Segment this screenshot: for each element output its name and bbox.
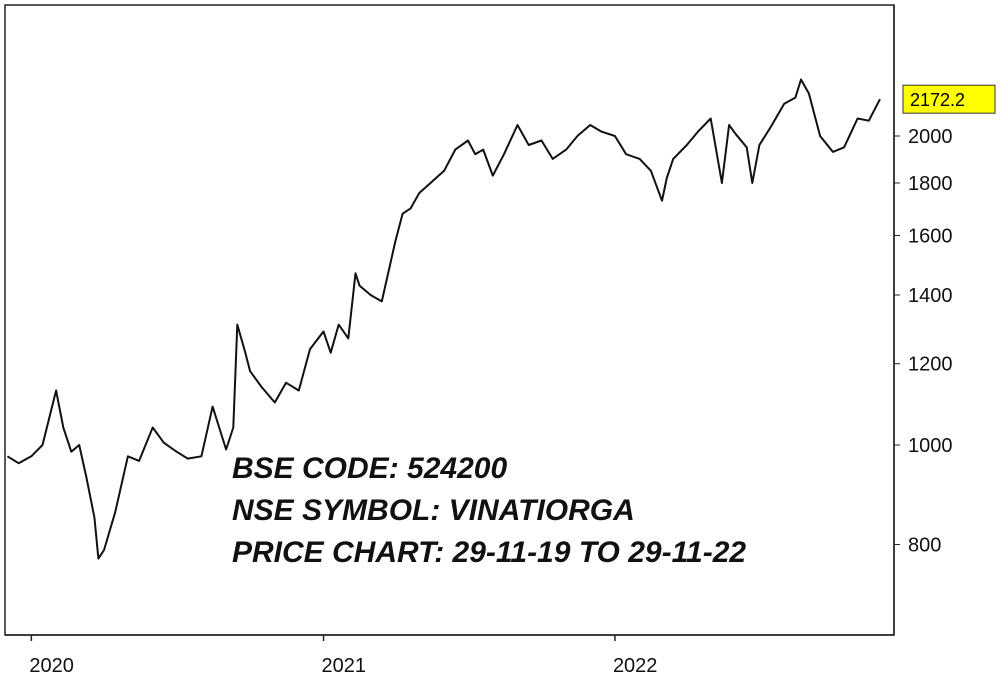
last-value-box	[902, 84, 996, 114]
x-tick-label-2: 2022	[613, 655, 658, 677]
y-tick-label-0: 800	[908, 534, 941, 556]
y-tick-label-2: 1200	[908, 354, 953, 376]
y-tick-label-5: 1800	[908, 173, 953, 195]
y-tick-label-4: 1600	[908, 225, 953, 247]
last-value-marker: 2172.2	[902, 84, 996, 114]
x-tick-label-0: 2020	[29, 655, 74, 677]
x-tick-label-1: 2021	[322, 655, 367, 677]
annotation-price-chart-range: PRICE CHART: 29-11-19 TO 29-11-22	[232, 536, 747, 569]
annotation-bse-code: BSE CODE: 524200	[232, 452, 508, 485]
y-tick-label-1: 1000	[908, 435, 953, 457]
price-series-line	[6, 78, 881, 560]
annotation-nse-symbol: NSE SYMBOL: VINATIORGA	[232, 494, 635, 527]
y-tick-label-6: 2000	[908, 126, 953, 148]
y-tick-label-3: 1400	[908, 285, 953, 307]
last-value-label: 2172.2	[910, 90, 965, 110]
